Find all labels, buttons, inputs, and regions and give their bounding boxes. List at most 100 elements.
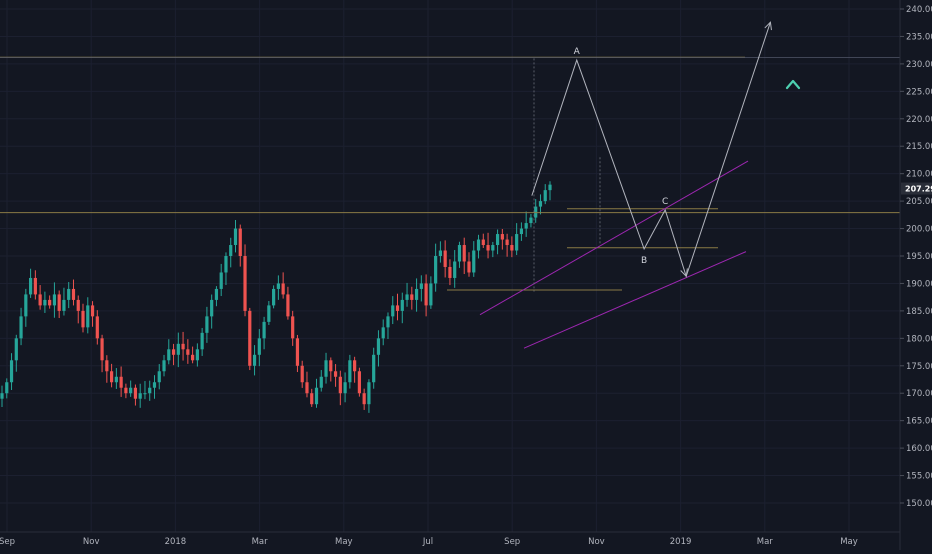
candle-body bbox=[457, 245, 462, 262]
candle-body bbox=[71, 288, 76, 300]
candle-body bbox=[291, 316, 295, 339]
candle-body bbox=[381, 327, 385, 339]
candle-body bbox=[357, 371, 361, 394]
candle-body bbox=[67, 288, 71, 300]
candle-body bbox=[233, 228, 238, 246]
y-tick-label: 170.00 bbox=[906, 389, 932, 399]
y-tick-label: 165.00 bbox=[906, 417, 932, 427]
x-tick-label: May bbox=[335, 537, 353, 547]
candle-body bbox=[210, 299, 214, 317]
candle-body bbox=[338, 376, 342, 394]
candle-body bbox=[48, 299, 52, 306]
candle-body bbox=[529, 217, 533, 224]
candle-body bbox=[257, 338, 261, 355]
candle-body bbox=[24, 294, 28, 317]
candle-body bbox=[191, 354, 195, 361]
y-tick-label: 235.00 bbox=[906, 32, 932, 42]
candle-body bbox=[200, 332, 204, 350]
candle-body bbox=[319, 376, 323, 388]
x-tick-label: May bbox=[840, 537, 858, 547]
candle-body bbox=[133, 387, 138, 399]
candle-body bbox=[52, 294, 57, 306]
candle-body bbox=[362, 393, 366, 405]
candle-body bbox=[386, 316, 390, 328]
y-tick-label: 180.00 bbox=[906, 334, 932, 344]
candle-body bbox=[348, 360, 352, 383]
candle-body bbox=[367, 382, 371, 405]
candle-body bbox=[195, 349, 199, 361]
candle-body bbox=[95, 316, 99, 339]
x-tick-label: Mar bbox=[757, 537, 774, 547]
candle-body bbox=[314, 387, 319, 405]
candle-body bbox=[300, 365, 304, 383]
projection-arrowhead bbox=[764, 21, 772, 31]
candle-body bbox=[33, 277, 37, 295]
candle-body bbox=[119, 376, 123, 388]
candle-body bbox=[324, 360, 328, 377]
candle-body bbox=[448, 266, 452, 278]
candle-body bbox=[38, 294, 42, 306]
candle-body bbox=[262, 321, 266, 339]
y-tick-label: 160.00 bbox=[906, 444, 932, 454]
candle-body bbox=[353, 360, 357, 372]
candle-body bbox=[0, 393, 4, 399]
candle-body bbox=[515, 234, 519, 251]
caret-up-icon[interactable] bbox=[785, 79, 801, 90]
candle-body bbox=[505, 239, 509, 246]
candle-body bbox=[19, 316, 23, 339]
candle-body bbox=[286, 294, 290, 317]
y-tick-label: 225.00 bbox=[906, 87, 932, 97]
x-axis: Sep Nov 2018 Mar May Jul Sep Nov 2019 Mar May bbox=[0, 531, 900, 547]
last-price-badge bbox=[901, 182, 932, 195]
candle-body bbox=[105, 360, 109, 372]
y-tick-label: 200.00 bbox=[906, 225, 932, 235]
candle-body bbox=[248, 310, 252, 366]
candle-body bbox=[124, 387, 128, 394]
candle-body bbox=[472, 250, 476, 273]
y-tick-label: 240.00 bbox=[906, 5, 932, 15]
candle-body bbox=[481, 239, 485, 246]
candle-body bbox=[148, 387, 152, 394]
candle-body bbox=[400, 299, 404, 311]
grid bbox=[0, 0, 900, 532]
channel-upper-line bbox=[479, 160, 749, 316]
wave-label-b: B bbox=[641, 256, 647, 266]
candle-body bbox=[453, 261, 457, 278]
candle-body bbox=[81, 310, 85, 328]
y-tick-label: 215.00 bbox=[906, 142, 932, 152]
horizontal-levels bbox=[0, 56, 900, 291]
y-tick-label: 175.00 bbox=[906, 362, 932, 372]
candle-body bbox=[43, 299, 47, 306]
candle-body bbox=[157, 371, 161, 383]
candle-body bbox=[205, 316, 209, 333]
candle-body bbox=[438, 250, 442, 256]
candle-body bbox=[90, 305, 95, 317]
candle-body bbox=[14, 338, 18, 361]
candle-body bbox=[272, 288, 276, 306]
candle-body bbox=[176, 343, 180, 355]
x-tick-label: Nov bbox=[83, 537, 100, 547]
y-tick-label: 190.00 bbox=[906, 279, 932, 289]
candle-body bbox=[500, 234, 504, 240]
caret-up-shape bbox=[785, 79, 801, 90]
candle-body bbox=[376, 338, 381, 355]
candle-body bbox=[519, 228, 524, 235]
candle-body bbox=[395, 305, 400, 311]
candle-body bbox=[543, 190, 547, 202]
candle-body bbox=[181, 343, 185, 350]
candle-body bbox=[186, 349, 190, 355]
drawings: A B C bbox=[479, 21, 772, 349]
candle-body bbox=[267, 305, 271, 322]
candle-body bbox=[224, 256, 228, 273]
candle-body bbox=[167, 349, 171, 361]
candle-body bbox=[57, 294, 61, 311]
candle-body bbox=[491, 245, 495, 251]
candle-body bbox=[495, 234, 500, 246]
candle-body bbox=[467, 261, 471, 273]
y-tick-label: 230.00 bbox=[906, 60, 932, 70]
last-price-badge-group: 207.29 bbox=[901, 182, 932, 195]
candle-body bbox=[434, 256, 438, 284]
candle-body bbox=[9, 360, 14, 383]
